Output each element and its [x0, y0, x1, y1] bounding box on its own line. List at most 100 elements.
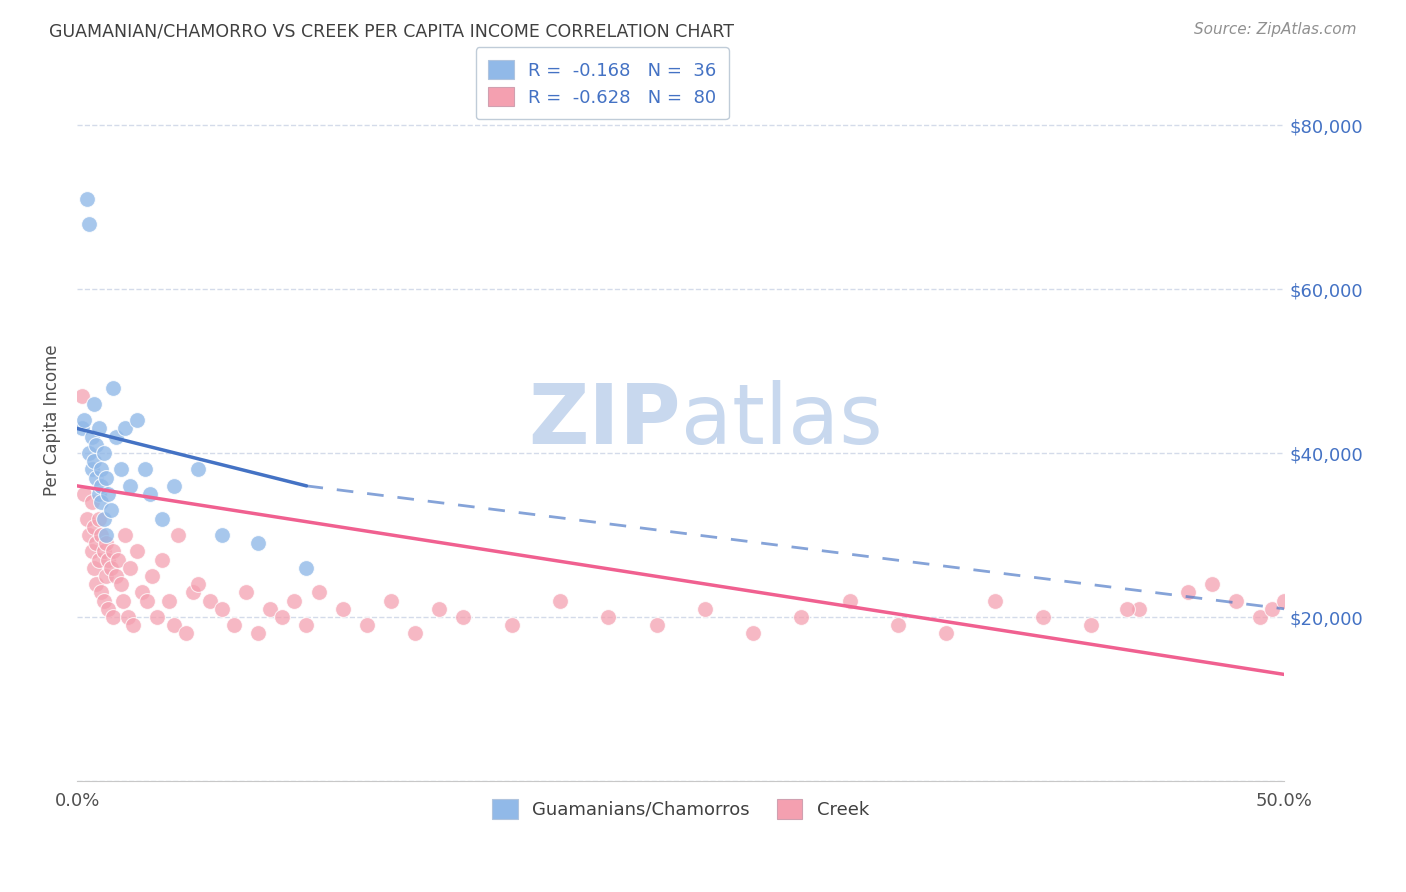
Point: [127, 544, 149, 558]
Point: [94, 471, 117, 485]
Point: [283, 593, 305, 607]
Point: [97, 602, 120, 616]
Point: [295, 618, 318, 632]
Point: [86, 577, 108, 591]
Point: [1225, 593, 1247, 607]
Point: [73, 413, 96, 427]
Point: [453, 610, 475, 624]
Point: [247, 626, 270, 640]
Point: [163, 479, 186, 493]
Point: [1128, 602, 1150, 616]
Point: [145, 610, 167, 624]
Point: [87, 511, 110, 525]
Point: [548, 593, 571, 607]
Point: [93, 593, 115, 607]
Point: [86, 536, 108, 550]
Point: [247, 536, 270, 550]
Point: [76, 192, 98, 206]
Point: [93, 446, 115, 460]
Point: [114, 421, 136, 435]
Point: [103, 380, 125, 394]
Point: [838, 593, 860, 607]
Point: [295, 561, 318, 575]
Point: [80, 462, 103, 476]
Point: [107, 552, 129, 566]
Point: [1272, 593, 1295, 607]
Point: [138, 487, 160, 501]
Point: [80, 544, 103, 558]
Text: GUAMANIAN/CHAMORRO VS CREEK PER CAPITA INCOME CORRELATION CHART: GUAMANIAN/CHAMORRO VS CREEK PER CAPITA I…: [49, 22, 734, 40]
Point: [235, 585, 257, 599]
Point: [114, 528, 136, 542]
Point: [693, 602, 716, 616]
Point: [187, 577, 209, 591]
Point: [86, 471, 108, 485]
Point: [120, 561, 142, 575]
Point: [80, 430, 103, 444]
Point: [90, 585, 112, 599]
Legend: Guamanians/Chamorros, Creek: Guamanians/Chamorros, Creek: [485, 792, 876, 826]
Point: [1032, 610, 1054, 624]
Point: [983, 593, 1005, 607]
Point: [167, 528, 190, 542]
Point: [83, 561, 105, 575]
Point: [1080, 618, 1102, 632]
Point: [150, 552, 173, 566]
Point: [332, 602, 354, 616]
Point: [94, 528, 117, 542]
Point: [163, 618, 186, 632]
Point: [80, 495, 103, 509]
Point: [150, 511, 173, 525]
Point: [83, 397, 105, 411]
Point: [90, 462, 112, 476]
Point: [90, 479, 112, 493]
Point: [77, 217, 100, 231]
Point: [1249, 610, 1271, 624]
Point: [121, 618, 143, 632]
Point: [308, 585, 330, 599]
Point: [181, 585, 204, 599]
Point: [86, 438, 108, 452]
Point: [1261, 602, 1284, 616]
Point: [935, 626, 957, 640]
Point: [187, 462, 209, 476]
Point: [356, 618, 378, 632]
Point: [645, 618, 668, 632]
Point: [222, 618, 245, 632]
Point: [598, 610, 620, 624]
Point: [94, 536, 117, 550]
Point: [93, 511, 115, 525]
Point: [111, 593, 134, 607]
Point: [70, 389, 93, 403]
Point: [404, 626, 426, 640]
Point: [77, 446, 100, 460]
Point: [427, 602, 450, 616]
Point: [887, 618, 910, 632]
Point: [70, 421, 93, 435]
Point: [77, 528, 100, 542]
Point: [76, 511, 98, 525]
Point: [742, 626, 765, 640]
Point: [1116, 602, 1139, 616]
Point: [120, 479, 142, 493]
Point: [87, 552, 110, 566]
Point: [100, 561, 122, 575]
Point: [174, 626, 197, 640]
Point: [97, 552, 120, 566]
Point: [134, 462, 156, 476]
Text: atlas: atlas: [681, 380, 883, 461]
Point: [198, 593, 221, 607]
Y-axis label: Per Capita Income: Per Capita Income: [44, 344, 60, 496]
Point: [83, 520, 105, 534]
Point: [211, 528, 233, 542]
Point: [110, 577, 132, 591]
Point: [117, 610, 139, 624]
Point: [127, 413, 149, 427]
Point: [1201, 577, 1223, 591]
Point: [380, 593, 402, 607]
Point: [103, 610, 125, 624]
Point: [790, 610, 813, 624]
Point: [211, 602, 233, 616]
Point: [110, 462, 132, 476]
Point: [90, 528, 112, 542]
